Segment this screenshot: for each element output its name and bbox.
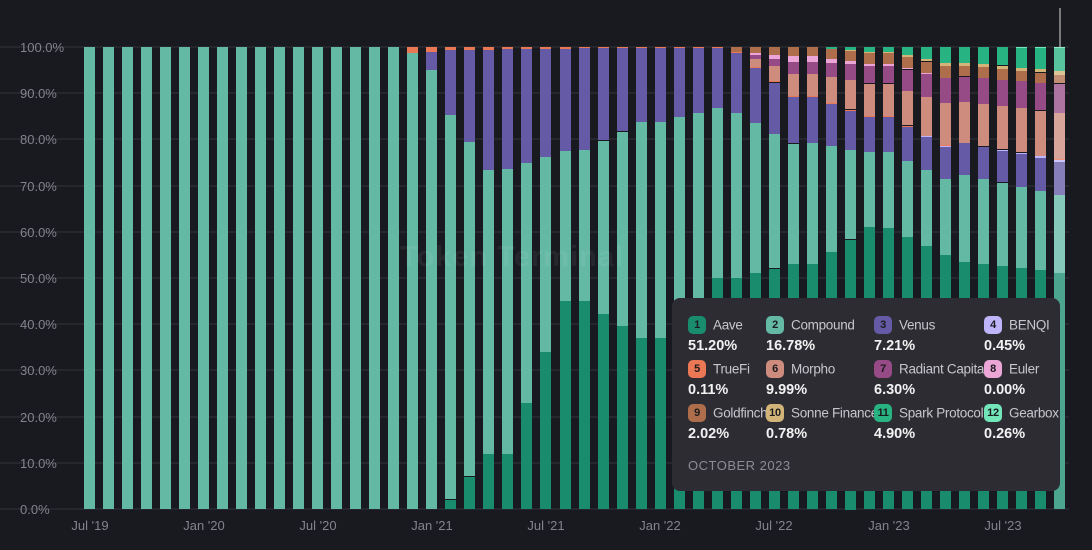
svg-text:Jul '23: Jul '23 [984,518,1021,533]
svg-text:Jul '20: Jul '20 [299,518,336,533]
svg-text:100.0%: 100.0% [20,40,65,55]
svg-text:60.0%: 60.0% [20,225,57,240]
svg-text:Jan '23: Jan '23 [868,518,910,533]
svg-text:20.0%: 20.0% [20,410,57,425]
svg-text:Jul '21: Jul '21 [527,518,564,533]
svg-text:Jul '19: Jul '19 [71,518,108,533]
svg-text:Jan '22: Jan '22 [639,518,681,533]
svg-text:Token Terminal: Token Terminal [400,241,624,273]
svg-text:90.0%: 90.0% [20,86,57,101]
svg-text:Jul '22: Jul '22 [755,518,792,533]
svg-text:30.0%: 30.0% [20,363,57,378]
svg-text:70.0%: 70.0% [20,179,57,194]
svg-text:Jan '20: Jan '20 [183,518,225,533]
svg-text:40.0%: 40.0% [20,317,57,332]
svg-text:0.0%: 0.0% [20,502,50,517]
svg-text:Jan '21: Jan '21 [411,518,453,533]
svg-text:80.0%: 80.0% [20,132,57,147]
svg-text:50.0%: 50.0% [20,271,57,286]
svg-text:10.0%: 10.0% [20,456,57,471]
